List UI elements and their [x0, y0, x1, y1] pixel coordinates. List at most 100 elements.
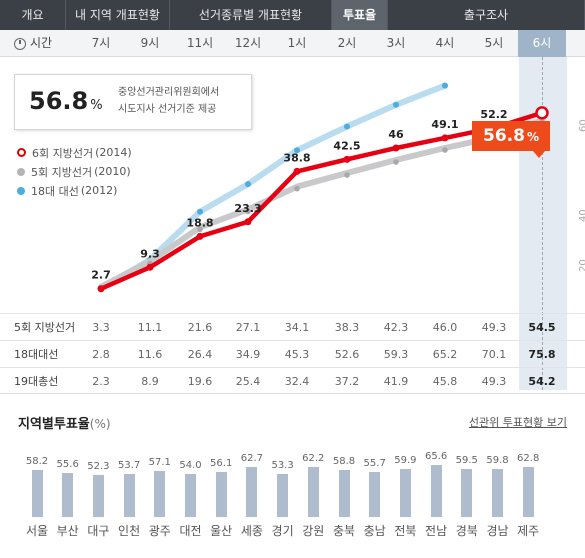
hour-2[interactable]: 9시: [140, 36, 160, 50]
tab-3[interactable]: 투표율: [332, 0, 388, 30]
point-2014-0: [97, 285, 105, 293]
region-value: 62.7: [240, 452, 264, 464]
region-bar-11: [369, 472, 381, 517]
hour-5[interactable]: 1시: [287, 36, 307, 50]
region-value: 55.7: [363, 458, 386, 470]
table-cell: 2.3: [92, 375, 110, 388]
point-2010-5: [344, 172, 350, 178]
active-hour-column: [519, 30, 567, 390]
table-cell: 37.2: [334, 375, 360, 388]
point-2012-5: [344, 123, 350, 130]
legend-label: 5회 지방선거: [31, 165, 93, 179]
label-2014-7: 49.1: [431, 118, 458, 131]
point-2010-7: [442, 147, 448, 153]
point-2010-6: [393, 159, 399, 165]
point-2014-3: [244, 218, 252, 226]
table-cell: 11.1: [137, 321, 163, 334]
label-2014-3: 23.3: [234, 202, 261, 215]
region-bar-3: [123, 474, 135, 517]
hour-9[interactable]: 5시: [484, 36, 504, 50]
point-2014-1: [146, 263, 154, 271]
table-cell: 46.0: [432, 321, 458, 334]
hour-8[interactable]: 4시: [435, 36, 455, 50]
point-2010-4: [294, 185, 300, 192]
legend-dot-icon: [17, 186, 25, 195]
region-value: 62.8: [517, 452, 540, 464]
region-value: 58.8: [332, 455, 356, 467]
current-turnout-callout: 56.8%: [472, 121, 550, 158]
label-2014-2: 18.8: [186, 216, 213, 229]
y-tick-40: 40: [578, 209, 585, 222]
turnout-line-chart: 2.7 9.3 18.8 23.3 38.8 42.5 46 49.1 52.2: [91, 82, 549, 293]
region-name: 전남: [425, 524, 448, 538]
hour-1[interactable]: 7시: [91, 36, 111, 50]
region-bar-4: [154, 471, 166, 517]
region-name: 경북: [455, 524, 478, 538]
table-cell: 11.6: [137, 348, 163, 361]
turnout-summary-box: 56.8% 중앙선거관리위원회에서 시도지사 선거기준 제공: [14, 74, 252, 130]
hour-6[interactable]: 2시: [337, 36, 357, 50]
region-name: 충남: [363, 524, 386, 538]
table-cell: 52.6: [334, 348, 360, 361]
table-row: 18대대선 2.8 11.6 26.4 34.9 45.3 52.6 59.3 65.2 70.1…: [0, 340, 585, 367]
point-2014-9: [535, 106, 549, 120]
table-cell: 32.4: [284, 375, 310, 388]
tab-0[interactable]: 개요: [0, 0, 66, 30]
region-bar-15: [492, 469, 503, 517]
region-bar-14: [461, 469, 473, 517]
table-cell: 8.9: [141, 375, 159, 388]
turnout-summary-value: 56.8%: [29, 87, 103, 115]
region-bar-2: [92, 475, 104, 517]
label-2014-1: 9.3: [140, 247, 160, 260]
hour-10[interactable]: 6시: [518, 30, 566, 57]
hour-3[interactable]: 11시: [186, 36, 214, 50]
region-name: 서울: [25, 524, 49, 538]
point-2010-2: [197, 226, 203, 233]
region-value: 54.0: [179, 459, 202, 471]
table-cell: 21.6: [187, 321, 213, 334]
table-row-label: 19대총선: [14, 375, 59, 388]
table-cell: 45.3: [284, 348, 310, 361]
tab-4[interactable]: 출구조사: [388, 0, 585, 30]
legend-year: (2014): [95, 146, 132, 159]
hour-7[interactable]: 3시: [386, 36, 406, 50]
region-name: 울산: [210, 524, 233, 538]
region-bar-7: [246, 466, 258, 517]
table-cell: 3.3: [92, 321, 110, 334]
hour-4[interactable]: 12시: [234, 36, 262, 50]
table-row-label: 18대대선: [14, 348, 59, 361]
series-line-0: [98, 110, 545, 291]
label-2014-4: 38.8: [283, 151, 310, 164]
series-line-2: [98, 82, 448, 292]
point-2014-7: [441, 134, 449, 142]
table-cell: 34.9: [235, 348, 261, 361]
tab-1[interactable]: 내 지역 개표현황: [66, 0, 170, 30]
region-value: 59.8: [486, 455, 509, 467]
point-2014-6: [392, 144, 400, 152]
region-value: 62.2: [302, 453, 325, 465]
legend-item-0: 6회 지방선거 (2014): [17, 143, 132, 162]
legend-year: (2012): [80, 184, 118, 197]
region-name: 제주: [517, 524, 540, 538]
nec-turnout-link[interactable]: 선관위 투표현황 보기: [468, 416, 567, 429]
region-name: 인천: [118, 524, 141, 538]
table-cell: 38.3: [334, 321, 360, 334]
region-bar-0: [31, 470, 43, 517]
label-2014-5: 42.5: [333, 139, 360, 152]
region-name: 강원: [302, 524, 325, 538]
point-2012-4: [294, 147, 300, 154]
point-2012-3: [245, 181, 251, 188]
region-value: 65.6: [424, 450, 448, 462]
legend-year: (2010): [94, 165, 131, 178]
region-name: 경기: [271, 524, 294, 538]
tab-2[interactable]: 선거종류별 개표현황: [170, 0, 332, 30]
point-2012-7: [442, 82, 448, 89]
table-row-label: 5회 지방선거: [14, 321, 76, 334]
table-cell: 59.3: [383, 348, 409, 361]
point-2014-4: [293, 167, 301, 175]
table-cell: 65.2: [432, 348, 458, 361]
table-row: 5회 지방선거 3.3 11.1 21.6 27.1 34.1 38.3 42.3 46.0 49…: [0, 313, 585, 340]
table-cell: 27.1: [235, 321, 261, 334]
legend-item-1: 5회 지방선거 (2010): [17, 162, 132, 181]
table-cell: 26.4: [187, 348, 213, 361]
